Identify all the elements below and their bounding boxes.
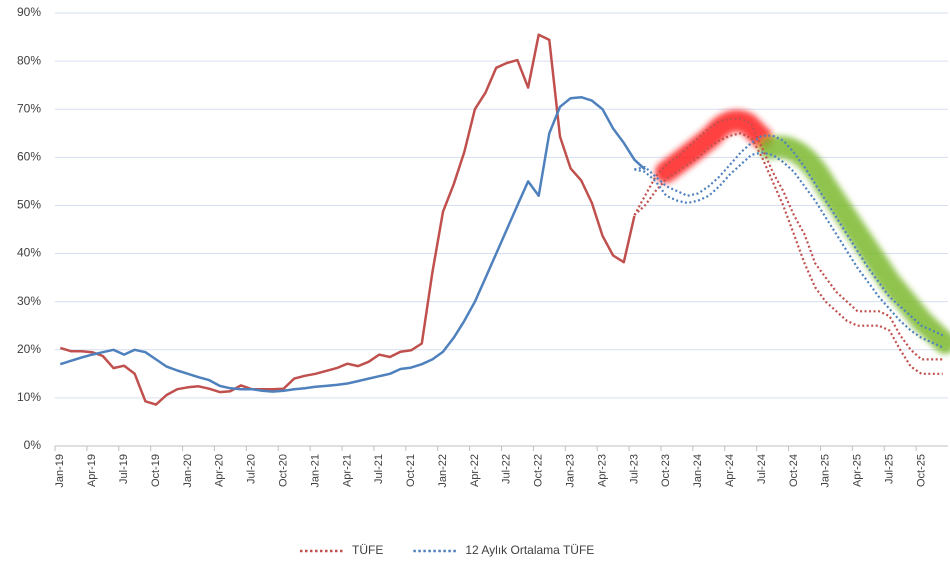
x-tick-label: Jul-24 xyxy=(756,454,768,484)
y-tick-label: 30% xyxy=(17,294,41,308)
x-tick-label: Jan-21 xyxy=(309,454,321,488)
x-tick-label: Oct-20 xyxy=(277,454,289,487)
y-tick-label: 0% xyxy=(24,438,42,452)
x-tick-label: Oct-21 xyxy=(405,454,417,487)
y-tick-label: 40% xyxy=(17,246,41,260)
x-tick-label: Apr-25 xyxy=(852,454,864,487)
x-tick-label: Jul-22 xyxy=(501,454,513,484)
x-tick-label: Jan-19 xyxy=(54,454,66,488)
y-tick-label: 20% xyxy=(17,342,41,356)
legend-label: TÜFE xyxy=(352,543,383,557)
x-tick-label: Jul-23 xyxy=(628,454,640,484)
series-line xyxy=(59,33,636,406)
x-tick-label: Oct-23 xyxy=(660,454,672,487)
y-tick-label: 60% xyxy=(17,150,41,164)
series-line xyxy=(59,95,646,393)
x-tick-label: Apr-19 xyxy=(86,454,98,487)
series-line xyxy=(633,132,943,375)
x-tick-label: Apr-22 xyxy=(469,454,481,487)
x-tick-label: Oct-24 xyxy=(788,454,800,487)
x-tick-label: Apr-21 xyxy=(341,454,353,487)
red-band xyxy=(655,110,773,183)
x-tick-label: Jan-24 xyxy=(692,454,704,488)
highlight-bands xyxy=(655,110,950,354)
x-tick-label: Jan-20 xyxy=(182,454,194,488)
x-tick-label: Apr-20 xyxy=(214,454,226,487)
y-tick-label: 50% xyxy=(17,198,41,212)
x-tick-label: Apr-24 xyxy=(724,454,736,487)
x-tick-label: Jul-20 xyxy=(246,454,258,484)
series-line xyxy=(634,134,944,337)
x-tick-label: Jan-22 xyxy=(437,454,449,488)
x-tick-label: Jan-25 xyxy=(820,454,832,488)
legend-label: 12 Aylık Ortalama TÜFE xyxy=(465,543,594,557)
green-band xyxy=(759,135,950,354)
x-tick-label: Oct-25 xyxy=(915,454,927,487)
y-tick-label: 80% xyxy=(17,53,41,67)
x-tick-label: Oct-22 xyxy=(533,454,545,487)
x-tick-label: Oct-19 xyxy=(150,454,162,487)
series-line xyxy=(634,151,944,349)
x-tick-label: Apr-23 xyxy=(596,454,608,487)
x-tick-label: Jan-23 xyxy=(565,454,577,488)
y-tick-label: 70% xyxy=(17,101,41,115)
x-tick-label: Jul-21 xyxy=(373,454,385,484)
x-tick-label: Jul-25 xyxy=(883,454,895,484)
x-tick-label: Jul-19 xyxy=(118,454,130,484)
y-tick-label: 10% xyxy=(17,390,41,404)
y-tick-label: 90% xyxy=(17,5,41,19)
